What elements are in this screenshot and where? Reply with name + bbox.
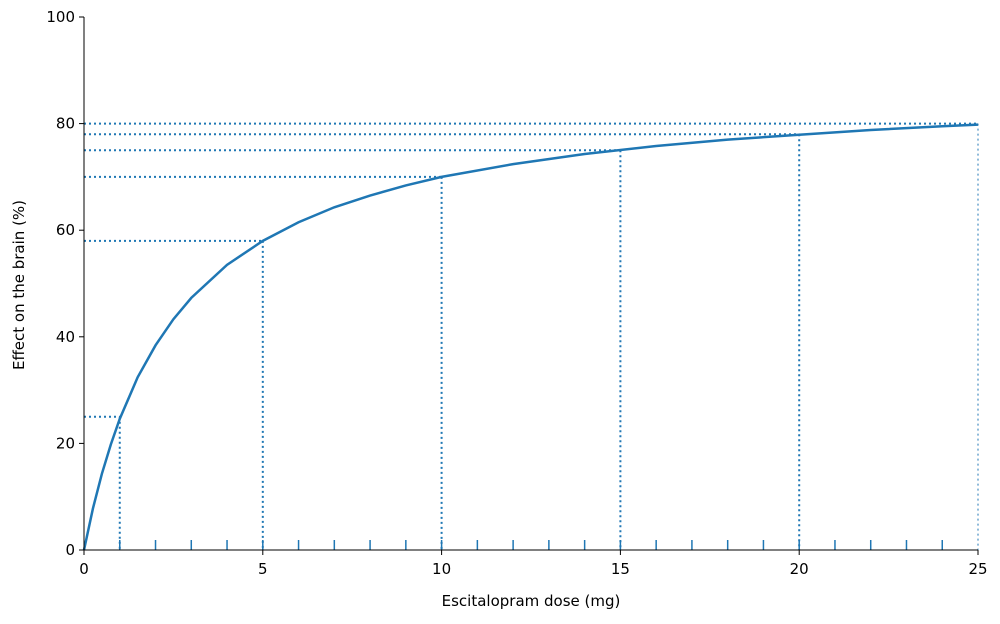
x-tick-label: 0 <box>79 560 89 578</box>
y-tick-label: 60 <box>56 221 75 239</box>
y-tick-label: 80 <box>56 115 75 133</box>
x-tick-label: 5 <box>258 560 268 578</box>
y-tick-label: 40 <box>56 328 75 346</box>
curve <box>82 123 979 551</box>
x-tick-label: 25 <box>968 560 987 578</box>
y-axis-label: Effect on the brain (%) <box>10 200 28 370</box>
x-tick-label: 10 <box>432 560 451 578</box>
x-tick-label: 15 <box>611 560 630 578</box>
x-tick-label: 20 <box>790 560 809 578</box>
y-tick-label: 20 <box>56 434 75 452</box>
y-tick-label: 0 <box>65 541 75 559</box>
y-tick-label: 100 <box>46 8 75 26</box>
x-axis-label: Escitalopram dose (mg) <box>442 592 621 610</box>
